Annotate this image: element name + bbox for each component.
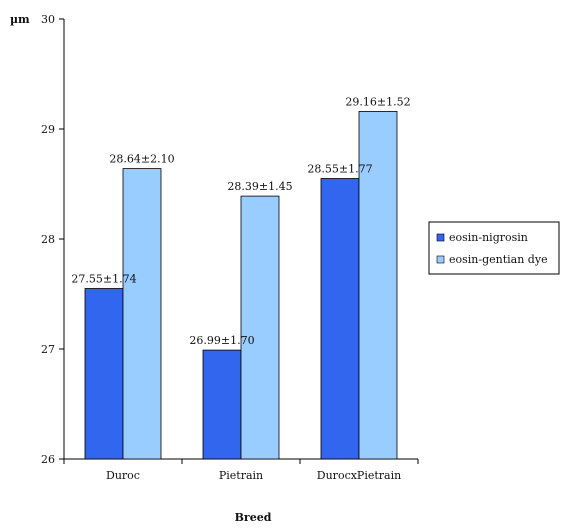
y-tick-label: 28 xyxy=(41,233,55,246)
legend: eosin-nigrosin eosin-gentian dye xyxy=(428,221,560,275)
y-tick-label: 30 xyxy=(41,13,55,26)
data-label: 28.39±1.45 xyxy=(227,180,292,193)
bar-eosin-gentian-dye-DurocxPietrain xyxy=(358,111,398,460)
axes: 26 27 28 29 30 Duroc Pietrain DurocxPietrain xyxy=(41,13,419,482)
y-tick-label: 29 xyxy=(41,123,55,136)
legend-entry: eosin-gentian dye xyxy=(449,253,548,266)
data-label: 28.64±2.10 xyxy=(109,153,174,166)
data-label: 28.55±1.77 xyxy=(307,163,372,176)
legend-swatch xyxy=(436,255,445,264)
data-label: 29.16±1.52 xyxy=(345,95,410,108)
legend-swatch xyxy=(436,233,445,242)
bar-eosin-nigrosin-Duroc xyxy=(84,288,124,460)
legend-entry: eosin-nigrosin xyxy=(449,231,528,244)
bar-eosin-gentian-dye-Pietrain xyxy=(240,195,280,460)
data-label: 26.99±1.70 xyxy=(189,334,254,347)
y-axis-label: µm xyxy=(10,13,30,26)
x-axis-label: Breed xyxy=(235,511,272,524)
data-label: 27.55±1.74 xyxy=(71,273,136,286)
x-tick-label: DurocxPietrain xyxy=(317,469,401,482)
data-labels: 27.55±1.74 26.99±1.70 28.55±1.77 28.64±2.10… xyxy=(71,95,410,347)
bar-eosin-nigrosin-DurocxPietrain xyxy=(320,178,360,460)
bar-eosin-nigrosin-Pietrain xyxy=(202,349,242,460)
bar-eosin-gentian-dye-Duroc xyxy=(122,168,162,460)
bars xyxy=(84,111,398,460)
y-tick-label: 26 xyxy=(41,453,55,466)
legend-box xyxy=(428,221,560,275)
x-tick-label: Pietrain xyxy=(219,469,263,482)
x-tick-label: Duroc xyxy=(106,469,140,482)
y-tick-label: 27 xyxy=(41,343,55,356)
